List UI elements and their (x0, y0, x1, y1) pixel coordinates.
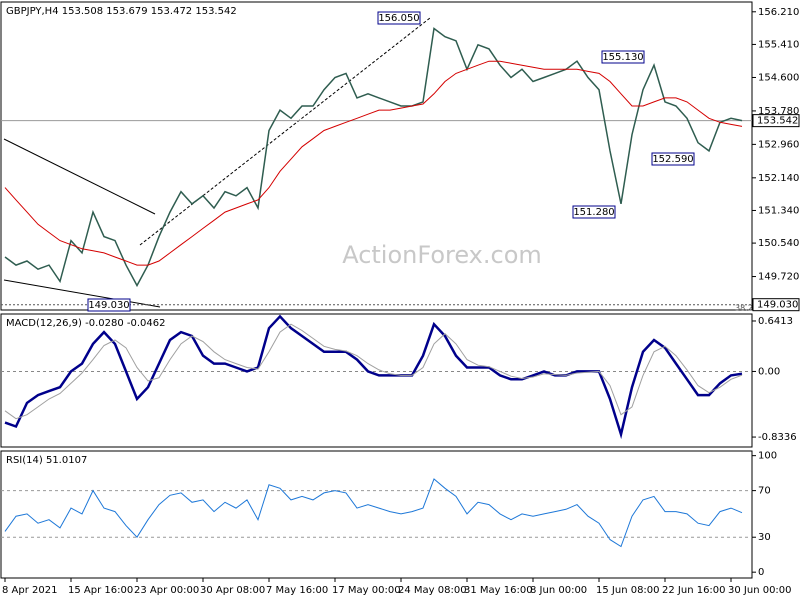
trend-line (3, 279, 161, 308)
y-tick-label: 155.410 (758, 39, 799, 50)
x-tick-label: 30 Apr 08:00 (200, 585, 265, 596)
x-tick-label: 22 Jun 16:00 (662, 585, 726, 596)
annotation-box (377, 11, 421, 25)
series-line (4, 60, 743, 266)
y-tick-label: 0 (758, 567, 764, 578)
fib-label: 38.2 (735, 304, 753, 313)
x-tick-label: 8 Apr 2021 (2, 585, 57, 596)
panel-frame (0, 313, 753, 448)
price-label: 153.542 (757, 116, 798, 127)
y-tick-label: 150.540 (758, 238, 799, 249)
y-tick-label: 0.00 (758, 366, 780, 377)
y-tick-label: 149.720 (758, 272, 799, 283)
annotation-box (601, 50, 645, 64)
y-tick-label: 154.600 (758, 72, 799, 83)
annotation: 152.590 (652, 154, 693, 165)
annotation-box (651, 152, 695, 166)
x-tick-label: 8 Jun 00:00 (530, 585, 587, 596)
annotation: 156.050 (378, 13, 419, 24)
y-tick-label: 152.960 (758, 139, 799, 150)
channel-line (139, 17, 431, 246)
annotation-box (87, 298, 131, 312)
y-tick-label: 30 (758, 532, 771, 543)
panel-frame (0, 450, 753, 579)
series-line (4, 27, 743, 288)
annotation: 151.280 (573, 207, 614, 218)
x-tick-label: 30 Jun 00:00 (728, 585, 792, 596)
y-tick-label: 153.780 (758, 106, 799, 117)
panel-title: RSI(14) 51.0107 (6, 455, 87, 466)
x-tick-label: 7 May 16:00 (266, 585, 328, 596)
price-label: 149.030 (757, 300, 798, 311)
annotation-box (572, 205, 616, 219)
series-line (4, 314, 743, 440)
x-tick-label: 17 May 00:00 (332, 585, 401, 596)
y-tick-label: 0.6413 (758, 316, 793, 327)
panel-title: GBPJPY,H4 153.508 153.679 153.472 153.54… (6, 6, 237, 17)
price-box (752, 114, 800, 128)
trend-line (3, 138, 156, 215)
x-tick-label: 24 May 08:00 (398, 585, 467, 596)
x-tick-label: 15 Apr 16:00 (68, 585, 133, 596)
watermark: ActionForex.com (342, 241, 542, 269)
y-tick-label: 152.140 (758, 173, 799, 184)
y-tick-label: 100 (758, 451, 777, 462)
price-box (752, 298, 800, 312)
panel-title: MACD(12,26,9) -0.0280 -0.0462 (6, 318, 166, 329)
y-tick-label: 70 (758, 486, 771, 497)
y-tick-label: 156.210 (758, 7, 799, 18)
panel-frame (0, 1, 753, 311)
x-tick-label: 31 May 16:00 (464, 585, 533, 596)
x-tick-label: 15 Jun 08:00 (596, 585, 660, 596)
y-tick-label: -0.8336 (758, 432, 797, 443)
series-line (4, 478, 743, 548)
y-tick-label: 151.340 (758, 205, 799, 216)
x-tick-label: 23 Apr 00:00 (134, 585, 199, 596)
annotation: 149.030 (88, 300, 129, 311)
series-line (4, 323, 743, 420)
annotation: 155.130 (602, 52, 643, 63)
